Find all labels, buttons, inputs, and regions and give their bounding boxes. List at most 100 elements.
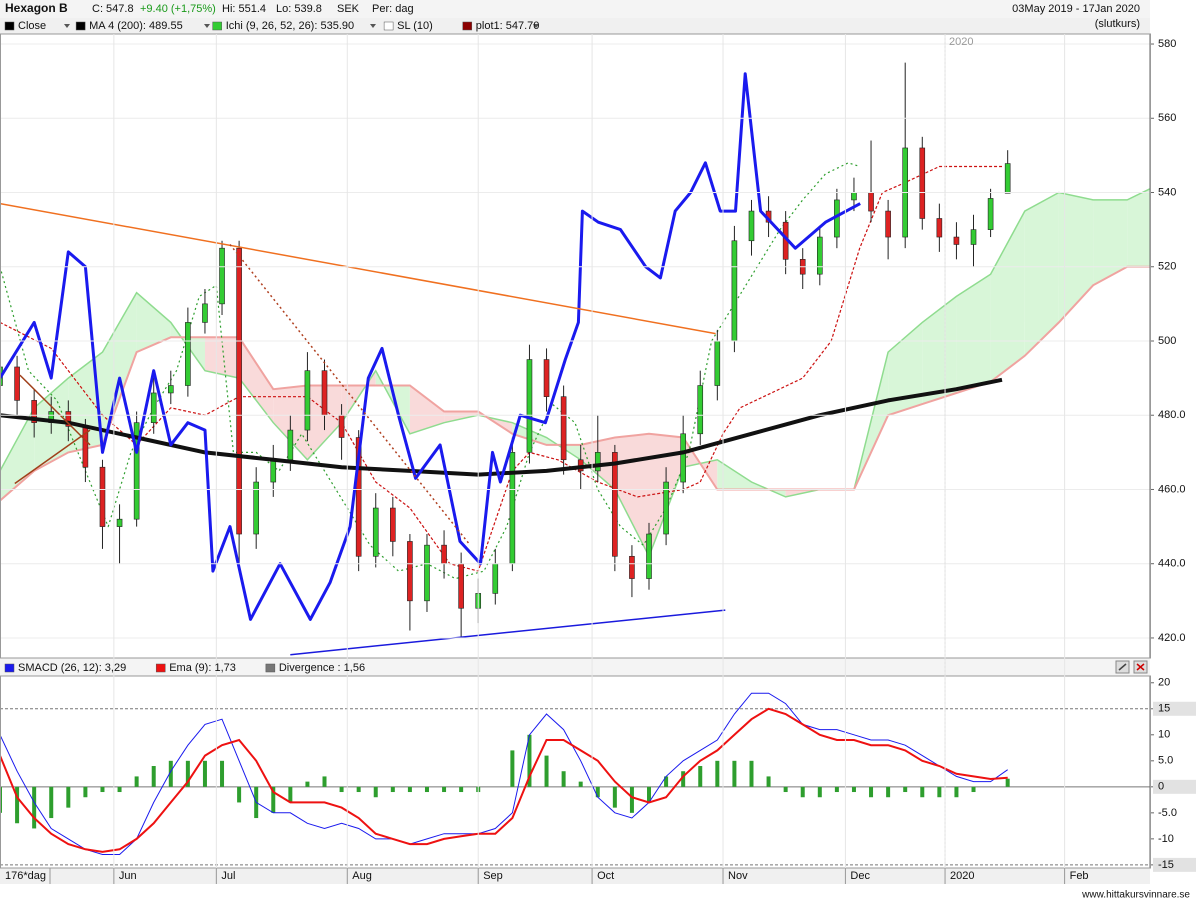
legend-bar — [0, 18, 1150, 34]
low-value: Lo: 539.8 — [276, 3, 322, 15]
legend-swatch — [265, 663, 276, 673]
divergence-bar — [168, 760, 173, 787]
macd-line — [0, 692, 1008, 855]
dropdown[interactable] — [64, 24, 70, 28]
y-tick-label: 520 — [1158, 261, 1176, 273]
divergence-bar — [66, 786, 71, 808]
divergence-bar — [32, 786, 37, 829]
candle-body — [612, 452, 618, 557]
legend-label: plot1: 547.70 — [476, 20, 540, 32]
candle-body — [133, 422, 140, 520]
close-value: C: 547.8 — [92, 3, 134, 15]
candle-body — [594, 452, 601, 472]
divergence-bar — [459, 786, 464, 793]
divergence-bar — [595, 786, 600, 798]
period: Per: dag — [372, 3, 414, 15]
divergence-bar — [698, 766, 703, 787]
divergence-bar — [510, 750, 515, 787]
settings-icon — [1118, 663, 1127, 671]
year-label: 2020 — [949, 36, 973, 48]
divergence-bar — [271, 786, 276, 813]
divergence-bar — [424, 786, 429, 793]
tick-box — [1153, 779, 1196, 794]
candle-body — [167, 385, 174, 394]
candle-body — [817, 236, 823, 275]
x-tick-label: Sep — [483, 870, 503, 882]
cloud-fill — [444, 411, 479, 423]
x-tick-label: Dec — [850, 870, 870, 882]
y-tick-label: 500 — [1158, 335, 1176, 347]
divergence-bar — [681, 771, 686, 787]
legend-swatch — [155, 663, 166, 673]
candle-body — [236, 247, 242, 535]
cloud-fill — [922, 296, 957, 405]
candle-body — [509, 452, 516, 565]
legend-swatch — [462, 21, 473, 31]
y-tick-label: 440.0 — [1158, 558, 1186, 570]
divergence-bar — [766, 776, 771, 787]
candle-body — [663, 481, 669, 535]
candle-body — [355, 437, 362, 557]
legend-swatch — [4, 663, 15, 673]
divergence-bar — [527, 734, 532, 787]
divergence-bar — [442, 786, 447, 793]
candle-body — [253, 481, 259, 535]
candle-body — [526, 359, 533, 453]
date-range: 03May 2019 - 17Jan 2020 — [1012, 3, 1140, 15]
tick-box — [1153, 701, 1196, 716]
y-tick-label: 480.0 — [1158, 409, 1186, 421]
divergence-bar — [954, 786, 959, 798]
divergence-bar — [185, 760, 190, 787]
candle-body — [304, 370, 311, 431]
y-tick-label: -10 — [1158, 833, 1174, 845]
divergence-bar — [83, 786, 88, 798]
divergence-bar — [117, 786, 122, 793]
cloud-fill — [956, 274, 991, 393]
dropdown[interactable] — [204, 24, 210, 28]
price-type: (slutkurs) — [1095, 18, 1140, 30]
divergence-bar — [49, 786, 54, 819]
divergence-bar — [715, 760, 720, 787]
y-tick-label: 420.0 — [1158, 632, 1186, 644]
candle-body — [697, 385, 704, 435]
divergence-bar — [937, 786, 942, 798]
header-bar — [0, 0, 1150, 18]
y-tick-label: 10 — [1158, 729, 1170, 741]
x-tick-label: Feb — [1070, 870, 1089, 882]
x-tick-label: 2020 — [950, 870, 974, 882]
divergence-bar — [202, 760, 207, 787]
candle-body — [116, 518, 123, 527]
candle-body — [150, 392, 157, 423]
tick-box — [1153, 857, 1196, 872]
indicator-line — [0, 162, 860, 580]
dropdown[interactable] — [370, 24, 376, 28]
cloud-fill — [239, 337, 274, 423]
dropdown-icons — [64, 24, 539, 28]
candle-body — [970, 229, 977, 245]
divergence-bar — [356, 786, 361, 793]
dropdown[interactable] — [533, 24, 539, 28]
cloud-fill — [990, 211, 1025, 382]
x-tick-label: Jun — [119, 870, 137, 882]
legend-label: SMACD (26, 12): 3,29 — [18, 662, 126, 674]
close-icon — [1136, 663, 1145, 671]
legend-label: Ichi (9, 26, 52, 26): 535.90 — [226, 20, 354, 32]
candle-body — [851, 192, 857, 201]
divergence-bar — [647, 786, 652, 803]
span-b-line — [0, 265, 1150, 502]
candle-body — [338, 414, 345, 438]
candle-body — [629, 555, 635, 579]
candle-body — [1004, 163, 1011, 194]
legend-label: Close — [18, 20, 46, 32]
cloud-fill — [1093, 199, 1128, 286]
trendline — [19, 374, 91, 446]
divergence-bar — [339, 786, 344, 793]
legend-label: SL (10) — [397, 20, 433, 32]
trendline — [0, 202, 716, 335]
candle-body — [424, 544, 430, 602]
x-axis-bar — [0, 868, 1150, 884]
divergence-bar — [407, 786, 412, 793]
macd-line — [0, 707, 1008, 853]
x-tick-label: Oct — [597, 870, 614, 882]
candle-body — [31, 400, 37, 423]
